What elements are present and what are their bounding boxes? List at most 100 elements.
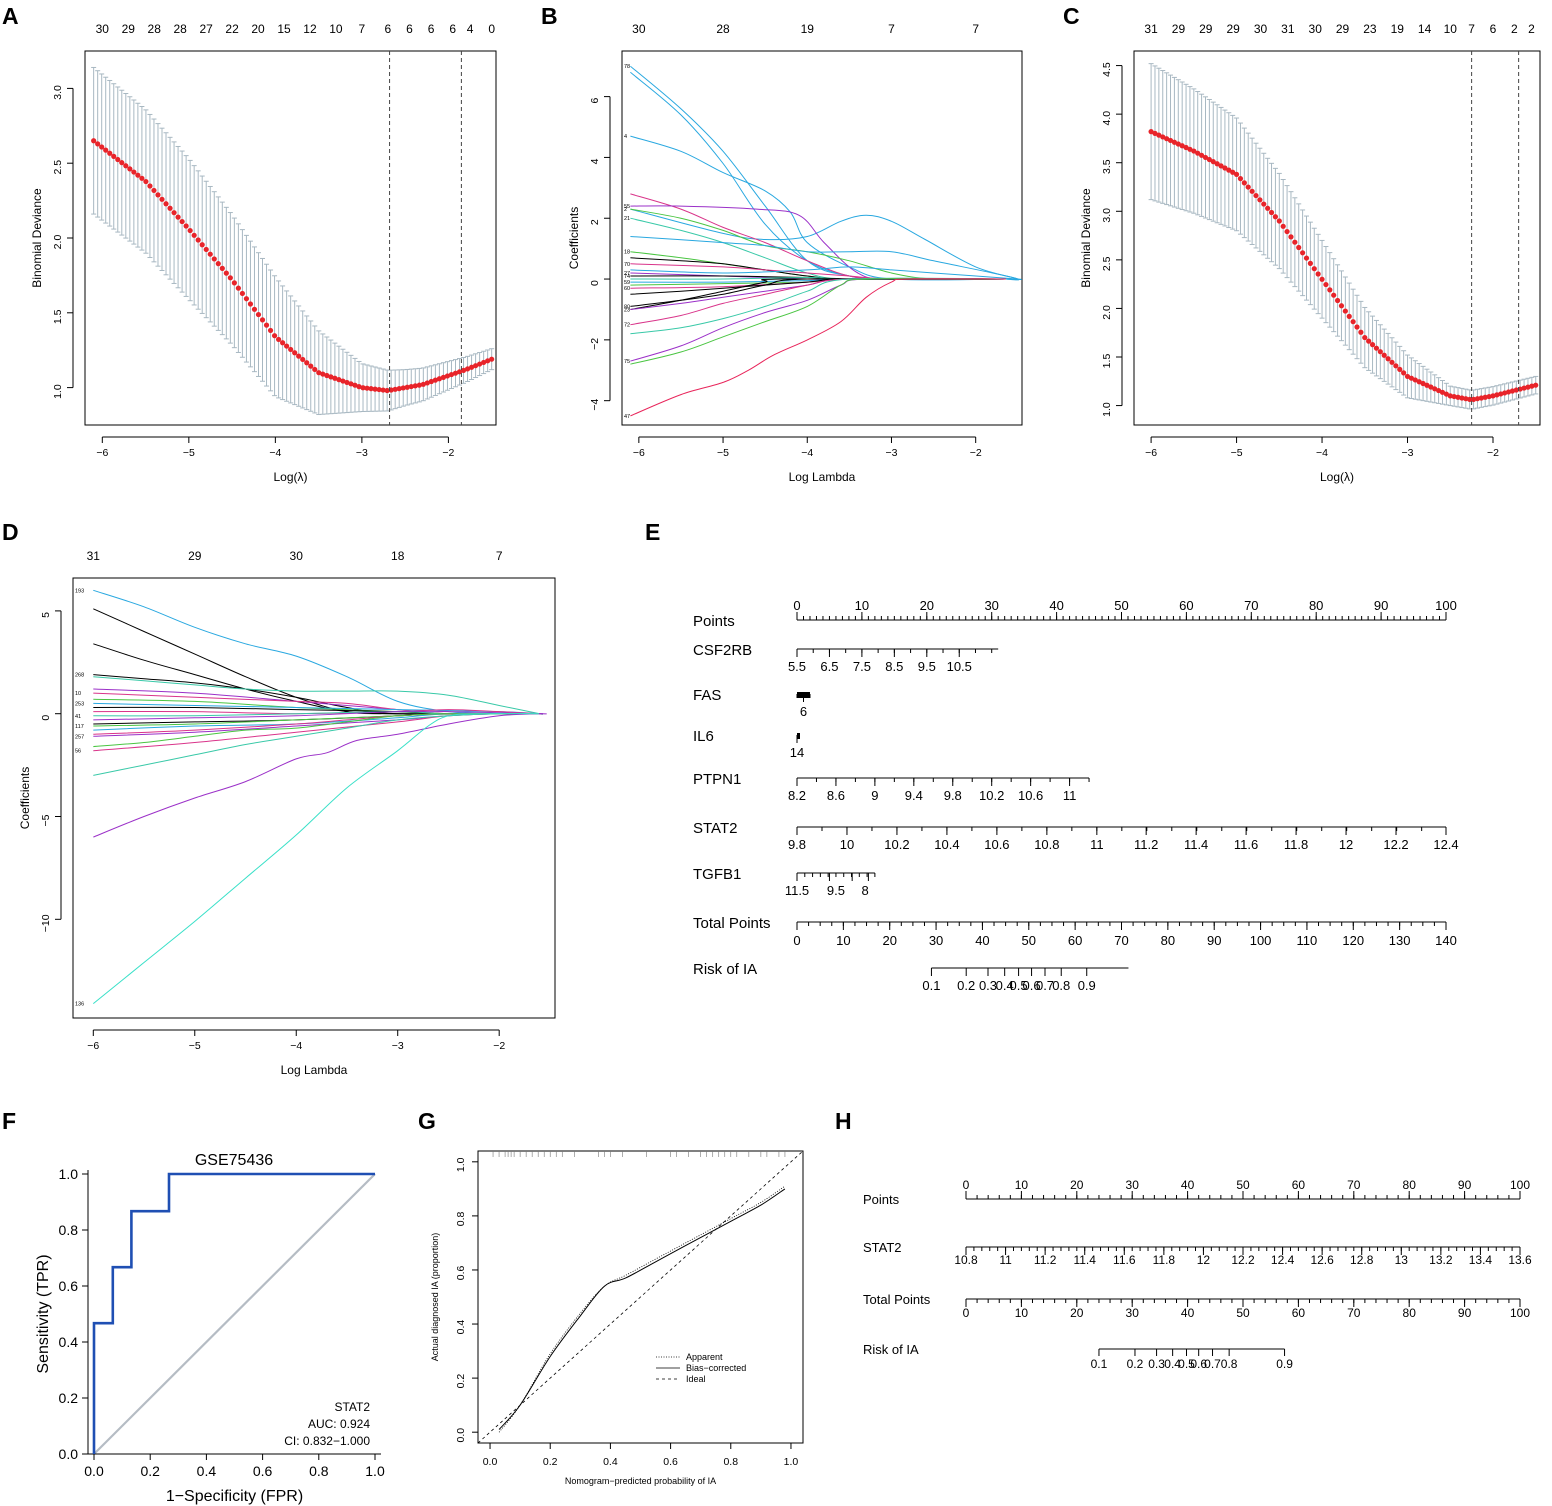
y-tick-label: 0.0 bbox=[455, 1428, 467, 1443]
x-axis-title: 1−Specificity (FPR) bbox=[166, 1488, 303, 1505]
mean-point bbox=[1156, 132, 1162, 138]
mean-point bbox=[1296, 244, 1302, 251]
x-tick-label: 1.0 bbox=[365, 1463, 385, 1479]
mean-point bbox=[1478, 395, 1484, 401]
coefficient-path bbox=[630, 205, 1007, 280]
scale-label: 60 bbox=[1292, 1178, 1306, 1192]
nomogram-row-csf2rb: CSF2RB 5.5 6.5 7.5 8.5 9.5 10.5 bbox=[693, 642, 999, 674]
mean-point bbox=[1315, 271, 1321, 277]
path-label: 193 bbox=[75, 588, 84, 594]
x-tick-label: −5 bbox=[1231, 447, 1243, 459]
mean-point bbox=[1284, 228, 1290, 235]
top-axis-label: 6 bbox=[384, 22, 391, 36]
row-label: Risk of IA bbox=[693, 961, 757, 978]
mean-point bbox=[1529, 383, 1535, 389]
mean-point bbox=[103, 147, 109, 153]
row-label: Points bbox=[693, 613, 735, 630]
x-axis-title: Log Lambda bbox=[281, 1063, 348, 1077]
mean-point bbox=[1152, 130, 1158, 136]
mean-point bbox=[1300, 250, 1306, 256]
x-tick-label: 0.6 bbox=[663, 1456, 678, 1468]
top-axis-label: 10 bbox=[1444, 22, 1458, 36]
x-axis-title: Log(λ) bbox=[1320, 470, 1354, 484]
mean-point bbox=[481, 359, 487, 366]
x-axis: −6 −5 −4 −3 −2 Log Lambda bbox=[87, 1029, 505, 1077]
y-tick-label: 2.5 bbox=[52, 160, 64, 175]
scale-label: 10.6 bbox=[984, 837, 1009, 852]
bias-corrected-curve bbox=[498, 1188, 786, 1430]
mean-point bbox=[1424, 382, 1430, 388]
plot-frame bbox=[1133, 50, 1541, 426]
panel-g-calibration-curve: 0.0 0.2 0.4 0.6 0.8 1.0 Nomogram−predicted pro… bbox=[430, 1150, 804, 1486]
mean-point bbox=[440, 374, 447, 380]
x-tick-label: 0.4 bbox=[603, 1456, 618, 1468]
scale-label: 12.2 bbox=[1231, 1253, 1255, 1267]
y-axis-title: Binomial Deviance bbox=[1079, 188, 1093, 288]
x-axis-title: Log Lambda bbox=[789, 470, 856, 484]
x-tick-label: −3 bbox=[885, 447, 897, 459]
top-axis: 30 28 19 7 7 bbox=[632, 22, 979, 36]
y-tick-label: 2.0 bbox=[1101, 305, 1113, 320]
mean-point bbox=[155, 192, 161, 198]
path-label: 47 bbox=[624, 414, 630, 420]
mean-point bbox=[448, 371, 455, 378]
nomogram-row-risk: Risk of IA 0.1 0.2 0.30.40.50.60.70.8 0.9 bbox=[693, 961, 1129, 993]
mean-point bbox=[243, 296, 250, 302]
row-label: STAT2 bbox=[693, 820, 737, 837]
scale-label: 0 bbox=[963, 1306, 970, 1320]
scale-label: 40 bbox=[1181, 1178, 1195, 1192]
mean-point bbox=[400, 385, 406, 391]
scale-label: 14 bbox=[790, 745, 804, 760]
mean-point bbox=[1230, 169, 1236, 175]
scale-label: 30 bbox=[929, 933, 943, 948]
x-tick-label: 0.8 bbox=[723, 1456, 738, 1468]
mean-point bbox=[464, 366, 471, 372]
mean-points bbox=[91, 138, 495, 394]
plot-frame bbox=[621, 50, 1023, 426]
mean-point bbox=[456, 369, 463, 375]
scale-label: 0.3 bbox=[1148, 1357, 1165, 1371]
mean-point bbox=[1241, 180, 1247, 186]
scale-label: 10.6 bbox=[1018, 788, 1043, 803]
panel-label-f: F bbox=[2, 1108, 16, 1134]
chart-title: GSE75436 bbox=[195, 1152, 273, 1169]
scale-label: 8.6 bbox=[827, 788, 845, 803]
mean-point bbox=[320, 371, 326, 377]
scale-label: 0.7 bbox=[1204, 1357, 1221, 1371]
mean-point bbox=[1432, 386, 1438, 392]
mean-point bbox=[1222, 165, 1228, 171]
scale-label: 20 bbox=[920, 598, 934, 613]
mean-point bbox=[340, 378, 346, 384]
scale-label: 10.5 bbox=[947, 659, 972, 674]
y-axis: −10 −5 0 5 Coefficients bbox=[18, 610, 62, 932]
top-axis-label: 29 bbox=[1199, 22, 1213, 36]
scale-label: 10.8 bbox=[1034, 837, 1059, 852]
scale-label: 5.5 bbox=[788, 659, 806, 674]
mean-point bbox=[292, 350, 298, 356]
path-label: 136 bbox=[75, 1002, 84, 1008]
scale-label: 13 bbox=[1395, 1253, 1409, 1267]
top-axis-label: 31 bbox=[87, 549, 101, 563]
x-tick-label: 0.2 bbox=[140, 1463, 160, 1479]
mean-point bbox=[1206, 156, 1212, 163]
x-tick-label: 0.0 bbox=[483, 1456, 498, 1468]
mean-point bbox=[1249, 188, 1255, 194]
coefficient-path bbox=[630, 278, 1007, 310]
scale-label: 0 bbox=[963, 1178, 970, 1192]
x-tick-label: −6 bbox=[633, 447, 645, 459]
top-axis-label: 6 bbox=[1490, 22, 1497, 36]
scale-label: 11.4 bbox=[1184, 837, 1208, 852]
scale-label: 11.4 bbox=[1073, 1253, 1096, 1267]
x-axis: 0.0 0.2 0.4 0.6 0.8 1.0 1−Specificity (FPR) bbox=[84, 1453, 385, 1505]
mean-point bbox=[1412, 377, 1418, 383]
mean-point bbox=[99, 144, 105, 150]
mean-point bbox=[1385, 356, 1391, 362]
coefficient-path bbox=[93, 713, 543, 838]
nomogram-row-total-points: Total Points 0 10 20 30 40 50 60 70 80 90 100 110 120… bbox=[693, 915, 1457, 948]
scale-label: 20 bbox=[1070, 1306, 1084, 1320]
scale-label: 12 bbox=[1339, 837, 1353, 852]
scale-label: 0.6 bbox=[1190, 1357, 1207, 1371]
scale-label: 10 bbox=[1015, 1306, 1029, 1320]
mean-point bbox=[1428, 384, 1434, 390]
